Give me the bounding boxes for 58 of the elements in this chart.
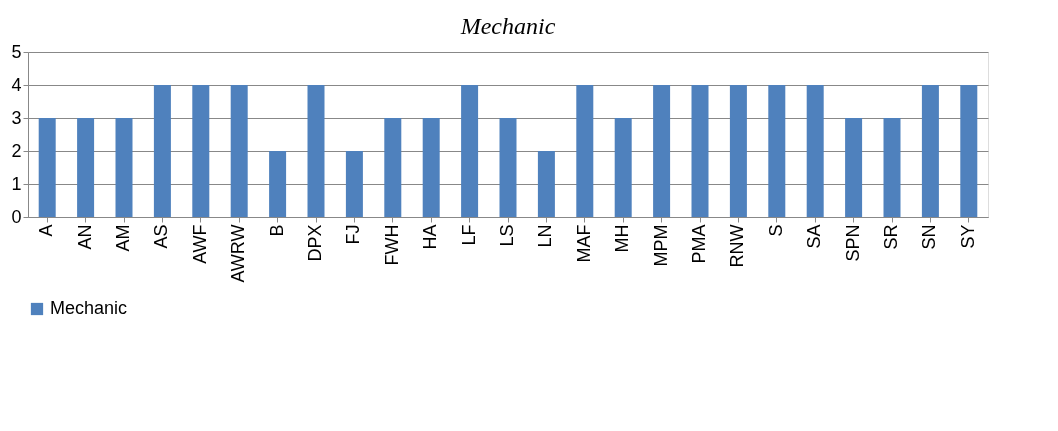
x-tick-label: MAF bbox=[573, 224, 594, 263]
bar bbox=[153, 85, 171, 217]
bar bbox=[192, 85, 210, 217]
bar bbox=[269, 151, 287, 217]
bar bbox=[38, 118, 56, 217]
bar bbox=[883, 118, 901, 217]
bar bbox=[768, 85, 786, 217]
bar bbox=[960, 85, 978, 217]
y-tick-label: 4 bbox=[11, 74, 22, 95]
bar bbox=[729, 85, 747, 217]
x-tick-label: SPN bbox=[842, 224, 863, 262]
bar bbox=[461, 85, 479, 217]
bar bbox=[499, 118, 517, 217]
x-tick-label: PMA bbox=[689, 224, 709, 264]
x-tick-label: FWH bbox=[381, 224, 402, 266]
bar bbox=[806, 85, 824, 217]
x-tick-label: SY bbox=[957, 224, 978, 249]
bar bbox=[845, 118, 863, 217]
x-tick-label: S bbox=[765, 224, 786, 237]
x-tick-label: MPM bbox=[650, 224, 671, 267]
y-tick-label: 1 bbox=[11, 173, 22, 194]
bar bbox=[537, 151, 555, 217]
legend-label: Mechanic bbox=[50, 298, 128, 318]
x-tick-label: LS bbox=[497, 224, 517, 247]
x-tick-label: B bbox=[266, 224, 287, 237]
y-tick-label: 2 bbox=[11, 140, 22, 161]
bar bbox=[653, 85, 671, 217]
x-tick-label: SA bbox=[804, 224, 825, 249]
x-tick-label: AS bbox=[151, 224, 172, 249]
bar bbox=[307, 85, 325, 217]
x-tick-label: A bbox=[36, 224, 57, 237]
y-tick-label: 5 bbox=[11, 41, 22, 62]
x-tick-label: FJ bbox=[343, 224, 364, 245]
x-tick-label: AWF bbox=[189, 224, 210, 264]
x-tick-label: LF bbox=[458, 224, 479, 246]
x-tick-label: AN bbox=[74, 224, 95, 250]
y-tick-label: 3 bbox=[11, 107, 22, 128]
bar bbox=[921, 85, 939, 217]
bar bbox=[230, 85, 248, 217]
x-tick-label: AM bbox=[113, 224, 133, 252]
x-tick-label: AWRW bbox=[228, 224, 249, 283]
bar bbox=[614, 118, 632, 217]
x-tick-label: SR bbox=[881, 224, 901, 250]
bar bbox=[422, 118, 440, 217]
bar bbox=[345, 151, 363, 217]
bar bbox=[115, 118, 133, 217]
x-tick-label: LN bbox=[535, 224, 556, 248]
bar bbox=[77, 118, 95, 217]
x-tick-label: HA bbox=[420, 224, 441, 250]
bar bbox=[691, 85, 709, 217]
x-tick-label: RNW bbox=[727, 224, 748, 268]
bar bbox=[576, 85, 594, 217]
bar bbox=[384, 118, 402, 217]
y-tick-label: 0 bbox=[11, 206, 22, 227]
x-tick-label: DPX bbox=[305, 224, 325, 262]
chart-title: Mechanic bbox=[459, 13, 556, 39]
x-tick-label: SN bbox=[919, 224, 940, 250]
x-tick-label: MH bbox=[612, 224, 633, 253]
